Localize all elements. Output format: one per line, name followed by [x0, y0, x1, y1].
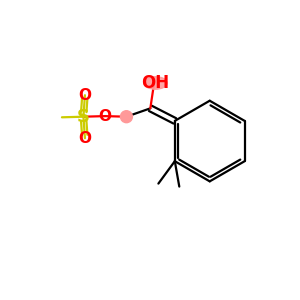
Text: O: O: [78, 131, 92, 146]
Text: OH: OH: [141, 74, 169, 92]
Ellipse shape: [144, 77, 167, 89]
Circle shape: [121, 111, 132, 123]
Text: S: S: [77, 108, 90, 126]
Text: O: O: [98, 109, 111, 124]
Text: O: O: [78, 88, 92, 103]
